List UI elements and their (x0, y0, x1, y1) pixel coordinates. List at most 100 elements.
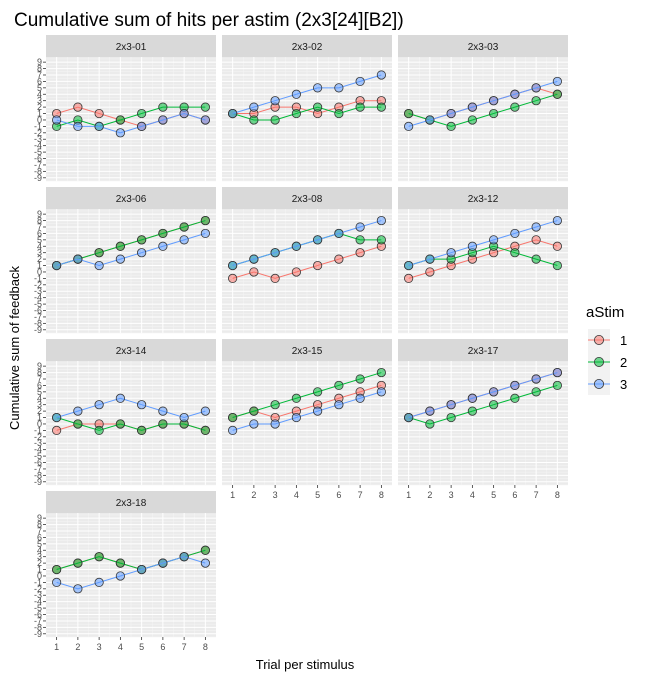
x-tick-label: 7 (182, 642, 187, 652)
x-tick-label: 6 (512, 490, 517, 500)
y-tick-label: 4 (37, 545, 42, 555)
y-tick-label: 3 (37, 400, 42, 410)
y-tick-label: 6 (37, 532, 42, 542)
data-point-2 (334, 108, 344, 119)
data-point-3 (115, 128, 125, 138)
y-tick-label: -8 (34, 622, 42, 632)
y-tick-label: 1 (37, 565, 42, 575)
y-tick-label: 1 (37, 413, 42, 423)
data-point-2 (425, 419, 435, 429)
data-point-2 (249, 115, 259, 125)
data-point-1 (531, 235, 541, 245)
x-tick-label: 2 (427, 490, 432, 500)
data-point-3 (355, 393, 365, 403)
y-tick-label: 6 (37, 228, 42, 238)
data-point-3 (355, 76, 365, 87)
data-point-3 (489, 387, 499, 397)
data-point-2 (291, 108, 301, 119)
facet-label: 2x3-02 (292, 42, 323, 53)
data-point-2 (73, 419, 83, 429)
data-point-3 (446, 248, 456, 258)
y-tick-label: 0 (37, 571, 42, 581)
data-point-1 (228, 273, 238, 283)
data-point-2 (467, 406, 477, 416)
legend-label: 3 (620, 377, 627, 392)
data-point-3 (158, 406, 168, 416)
data-point-3 (291, 412, 301, 423)
data-point-2 (376, 367, 386, 378)
data-point-2 (313, 387, 323, 397)
facet-label: 2x3-14 (116, 346, 147, 357)
x-axis-title: Trial per stimulus (256, 657, 355, 672)
facet-panel: 2x3-03 (398, 35, 568, 182)
data-point-2 (531, 387, 541, 397)
data-point-2 (270, 115, 280, 125)
data-point-3 (467, 393, 477, 403)
y-tick-label: 1 (37, 109, 42, 119)
data-point-3 (73, 254, 83, 264)
y-tick-label: -3 (34, 286, 42, 296)
y-tick-label: -6 (34, 154, 42, 164)
y-tick-label: -2 (34, 432, 42, 442)
data-point-2 (467, 115, 477, 125)
data-point-3 (179, 108, 189, 119)
x-tick-label: 2 (75, 642, 80, 652)
data-point-2 (489, 400, 499, 410)
facet-strip (398, 339, 568, 361)
data-point-3 (404, 121, 414, 131)
data-point-3 (404, 260, 414, 271)
legend-entry-2: 2 (588, 351, 627, 373)
data-point-2 (355, 235, 365, 245)
data-point-3 (158, 241, 168, 251)
data-point-3 (73, 584, 83, 594)
facet-strip (46, 35, 216, 57)
x-tick-label: 4 (118, 642, 123, 652)
x-tick-label: 3 (273, 490, 278, 500)
y-tick-label: -6 (34, 458, 42, 468)
data-point-3 (334, 83, 344, 93)
data-point-3 (334, 228, 344, 239)
data-point-3 (531, 83, 541, 93)
facet-panel: 2x3-17 1 2 3 4 5 6 7 8 (398, 339, 568, 500)
data-point-2 (115, 115, 125, 125)
data-point-2 (200, 545, 210, 555)
data-point-3 (425, 254, 435, 264)
data-point-3 (376, 215, 386, 226)
data-point-3 (531, 374, 541, 384)
legend-key-point (594, 356, 605, 367)
data-point-3 (313, 235, 323, 245)
data-point-3 (137, 121, 147, 131)
facet-label: 2x3-12 (468, 194, 499, 205)
data-point-3 (404, 412, 414, 423)
x-tick-label: 1 (406, 490, 411, 500)
y-tick-label: -3 (34, 438, 42, 448)
y-tick-label: -8 (34, 318, 42, 328)
y-tick-label: 3 (37, 248, 42, 258)
y-tick-label: 2 (37, 406, 42, 416)
x-tick-label: 7 (358, 490, 363, 500)
data-point-3 (355, 222, 365, 232)
facet-label: 2x3-17 (468, 346, 499, 357)
data-point-2 (313, 102, 323, 112)
data-point-2 (137, 235, 147, 245)
data-point-3 (200, 558, 210, 568)
facet-panel: 2x3-02 (222, 35, 392, 182)
data-point-1 (552, 241, 562, 251)
y-tick-label: -1 (34, 273, 42, 283)
data-point-3 (249, 102, 259, 112)
data-point-3 (179, 552, 189, 562)
x-tick-label: 4 (294, 490, 299, 500)
data-point-3 (249, 254, 259, 264)
data-point-3 (510, 228, 520, 239)
data-point-2 (531, 254, 541, 264)
data-point-3 (249, 419, 259, 429)
data-point-3 (179, 412, 189, 423)
data-point-3 (179, 235, 189, 245)
y-tick-label: -9 (34, 173, 42, 183)
y-axis-title: Cumulative sum of feedback (7, 265, 22, 430)
data-point-2 (446, 412, 456, 423)
facet-panel: 2x3-08 (222, 187, 392, 334)
facet-label: 2x3-08 (292, 194, 323, 205)
y-tick-label: -9 (34, 477, 42, 487)
facet-label: 2x3-18 (116, 498, 147, 509)
